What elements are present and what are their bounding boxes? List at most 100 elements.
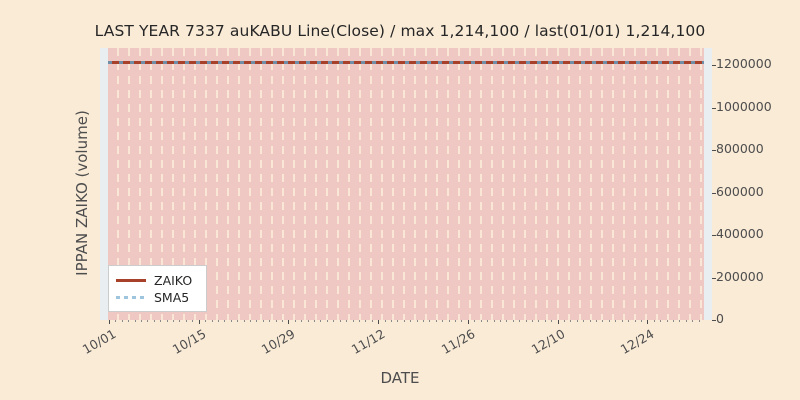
y-tick-mark [712, 150, 716, 151]
x-tick-minor [320, 320, 322, 322]
x-tick-minor [224, 320, 226, 322]
x-tick-minor [147, 320, 149, 322]
x-tick-minor [339, 320, 341, 322]
x-tick-minor [230, 320, 232, 322]
x-tick-minor [249, 320, 251, 322]
x-tick-label: 12/24 [618, 326, 657, 358]
plot-gridlines [108, 48, 704, 320]
series-line-sma5 [108, 61, 704, 64]
x-tick-mark [378, 320, 380, 324]
x-tick-minor [474, 320, 476, 322]
x-tick-mark [109, 320, 110, 324]
x-tick-minor [121, 320, 123, 322]
x-tick-minor [326, 320, 328, 322]
x-tick-minor [192, 320, 194, 322]
x-tick-minor [371, 320, 373, 322]
x-tick-minor [461, 320, 463, 322]
x-tick-minor [653, 320, 655, 322]
x-tick-minor [128, 320, 130, 322]
legend-swatch-sma5-icon [116, 296, 146, 299]
plot-area [100, 48, 712, 320]
x-tick-minor [243, 320, 245, 322]
x-tick-minor [173, 320, 175, 322]
x-tick-minor [685, 320, 687, 322]
x-tick-minor [634, 320, 636, 322]
x-tick-minor [256, 320, 258, 322]
y-tick-label: 1000000 [716, 98, 772, 114]
y-axis-label: IPPAN ZAIKO (volume) [73, 110, 91, 276]
x-tick-minor [628, 320, 630, 322]
y-tick-mark [712, 277, 716, 279]
x-tick-minor [282, 320, 284, 322]
x-tick-minor [487, 320, 489, 322]
x-tick-minor [602, 320, 604, 322]
x-tick-minor [205, 320, 207, 322]
chart-legend: ZAIKO SMA5 [108, 265, 207, 312]
y-tick-mark [712, 192, 716, 194]
x-tick-label: 10/01 [79, 326, 119, 358]
y-tick-mark [712, 65, 716, 66]
x-tick-minor [365, 320, 367, 322]
x-tick-minor [666, 320, 668, 322]
x-tick-minor [576, 320, 578, 322]
x-tick-minor [423, 320, 425, 322]
x-tick-minor [519, 320, 521, 322]
x-tick-minor [185, 320, 187, 322]
x-tick-minor [525, 320, 527, 322]
y-tick-label: 400000 [716, 226, 764, 241]
x-tick-minor [390, 320, 392, 322]
x-tick-mark [467, 320, 469, 324]
x-tick-mark [557, 320, 559, 324]
x-tick-minor [608, 320, 610, 322]
x-tick-minor [698, 320, 700, 322]
x-tick-minor [358, 320, 360, 322]
x-tick-minor [333, 320, 335, 322]
x-tick-minor [141, 320, 143, 322]
x-tick-minor [410, 320, 412, 322]
x-tick-minor [397, 320, 399, 322]
y-tick-mark [712, 107, 716, 109]
x-tick-minor [672, 320, 674, 322]
legend-item-zaiko[interactable]: ZAIKO [116, 272, 199, 289]
x-tick-minor [435, 320, 437, 322]
y-tick-mark [712, 320, 716, 321]
x-tick-minor [403, 320, 405, 322]
x-tick-minor [384, 320, 386, 322]
x-tick-minor [506, 320, 508, 322]
x-tick-minor [429, 320, 431, 322]
x-tick-label: 10/29 [259, 326, 298, 358]
x-tick-minor [442, 320, 444, 322]
x-tick-minor [115, 320, 117, 322]
legend-label-sma5: SMA5 [154, 290, 190, 305]
x-tick-minor [346, 320, 348, 322]
x-tick-minor [307, 320, 309, 322]
x-tick-minor [480, 320, 482, 322]
x-tick-minor [538, 320, 540, 322]
x-tick-minor [640, 320, 642, 322]
x-tick-minor [153, 320, 155, 322]
x-tick-minor [179, 320, 181, 322]
x-tick-minor [589, 320, 591, 322]
x-tick-minor [621, 320, 623, 322]
x-tick-minor [211, 320, 213, 322]
legend-swatch-zaiko-icon [116, 279, 146, 282]
y-tick-label: 0 [716, 311, 724, 326]
x-tick-minor [583, 320, 585, 322]
x-tick-minor [679, 320, 681, 322]
x-tick-minor [531, 320, 533, 322]
x-tick-minor [512, 320, 514, 322]
x-tick-minor [237, 320, 239, 322]
x-tick-minor [551, 320, 553, 322]
x-tick-minor [160, 320, 162, 322]
x-axis-label: DATE [380, 369, 420, 387]
x-tick-minor [596, 320, 598, 322]
y-tick-label: 1200000 [716, 56, 772, 71]
x-tick-minor [416, 320, 418, 322]
legend-item-sma5[interactable]: SMA5 [116, 289, 199, 306]
x-tick-minor [134, 320, 136, 322]
x-tick-minor [660, 320, 662, 322]
y-tick-label: 200000 [716, 268, 764, 284]
y-tick-label: 600000 [716, 183, 764, 199]
x-tick-label: 11/12 [348, 326, 388, 358]
